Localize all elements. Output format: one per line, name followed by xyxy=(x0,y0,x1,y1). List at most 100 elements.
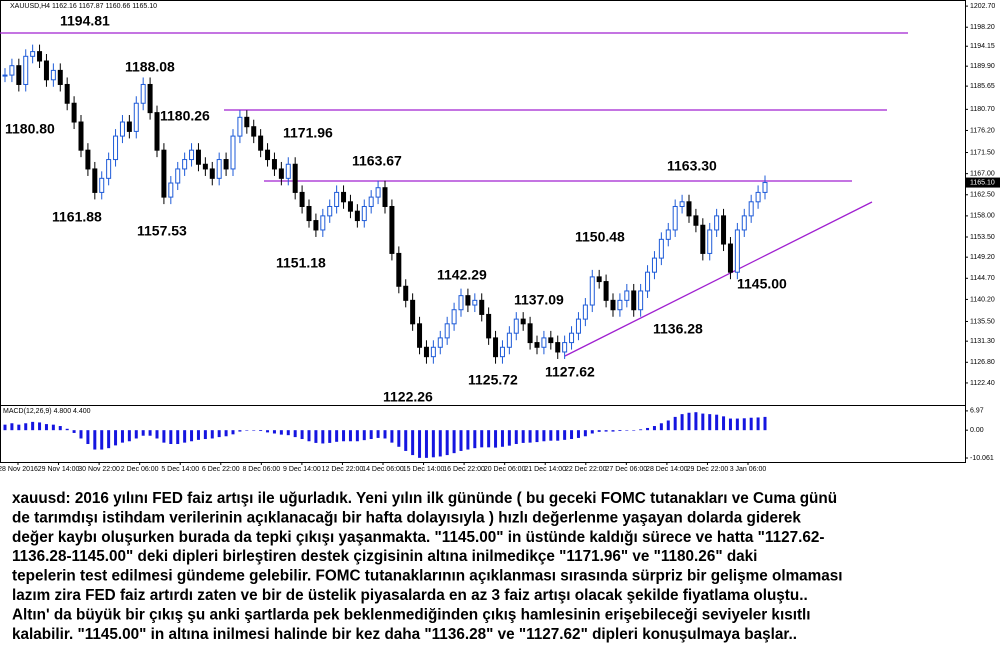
price-annotation: 1127.62 xyxy=(545,364,595,380)
candle-body xyxy=(727,243,733,273)
macd-bar xyxy=(141,430,145,436)
macd-bar xyxy=(418,430,422,458)
candle-body xyxy=(119,121,125,137)
candle-body xyxy=(230,135,236,170)
candle-body xyxy=(271,159,277,170)
macd-bar xyxy=(307,430,311,442)
macd-bar xyxy=(632,430,636,431)
macd-bar xyxy=(563,430,567,440)
macd-bar xyxy=(3,424,7,431)
price-annotation: 1142.29 xyxy=(437,267,487,283)
candle-body xyxy=(292,163,298,193)
macd-bar xyxy=(438,430,442,457)
candle-body xyxy=(755,191,761,203)
macd-bar xyxy=(611,430,615,432)
macd-bar xyxy=(335,430,339,442)
macd-bar xyxy=(625,430,629,431)
commentary-line: de tarımdışı istihdam verilerinin açıkla… xyxy=(12,509,801,526)
candle-body xyxy=(244,116,250,128)
macd-tick-label: 6.97 xyxy=(970,408,984,415)
candle-body xyxy=(486,313,492,339)
macd-bar xyxy=(355,430,359,442)
macd-bar xyxy=(390,430,394,443)
macd-bar xyxy=(293,430,297,438)
macd-bar xyxy=(259,430,263,432)
candle-body xyxy=(410,299,416,325)
macd-bar xyxy=(362,430,366,441)
last-price-box xyxy=(966,177,1000,188)
price-annotation: 1180.26 xyxy=(160,108,210,124)
candle-body xyxy=(382,187,388,207)
price-annotation: 1194.81 xyxy=(60,13,110,29)
candle-body xyxy=(417,323,423,348)
macd-tick-label: 0.00 xyxy=(970,427,984,434)
price-annotation: 1145.00 xyxy=(737,276,787,292)
macd-bar xyxy=(279,430,283,435)
price-annotation: 1125.72 xyxy=(468,372,518,388)
macd-bar xyxy=(217,430,221,438)
candle-body xyxy=(479,299,485,315)
macd-bar xyxy=(72,430,76,433)
price-annotation: 1136.28 xyxy=(653,321,703,337)
macd-bar xyxy=(708,414,712,431)
macd-bar xyxy=(397,430,401,447)
candle-body xyxy=(748,201,754,217)
x-tick-label: 29 Dec 22:00 xyxy=(687,466,729,473)
macd-bar xyxy=(749,417,753,431)
x-tick-label: 29 Nov 14:00 xyxy=(38,466,80,473)
macd-bar xyxy=(369,430,373,440)
x-tick-label: 3 Jan 06:00 xyxy=(730,466,767,473)
macd-bar xyxy=(687,412,691,431)
candle-body xyxy=(562,342,568,353)
macd-bar xyxy=(535,430,539,443)
candle-body xyxy=(285,163,291,179)
macd-bar xyxy=(86,430,90,445)
candle-body xyxy=(493,337,499,358)
candle-body xyxy=(92,168,98,193)
candle-body xyxy=(195,149,201,165)
candle-body xyxy=(589,276,595,306)
candle-body xyxy=(16,65,22,85)
price-annotation: 1122.26 xyxy=(383,389,433,405)
price-annotation: 1137.09 xyxy=(514,292,564,308)
macd-bar xyxy=(507,430,511,446)
candle-body xyxy=(555,342,561,353)
candle-body xyxy=(534,342,540,348)
macd-bar xyxy=(556,430,560,441)
macd-bar xyxy=(190,430,194,442)
macd-bar xyxy=(176,430,180,445)
macd-bar xyxy=(735,418,739,431)
commentary-line: değer kaybı oluşurken burada da tepki çı… xyxy=(12,529,824,546)
macd-bar xyxy=(549,430,553,441)
macd-bar xyxy=(459,430,463,451)
y-tick-label: 1153.50 xyxy=(970,234,995,241)
y-tick-label: 1162.50 xyxy=(970,192,995,199)
macd-bar xyxy=(756,417,760,431)
candle-body xyxy=(43,60,49,81)
x-tick-label: 30 Nov 22:00 xyxy=(78,466,120,473)
macd-bar xyxy=(51,424,55,431)
candle-body xyxy=(499,346,505,358)
candle-body xyxy=(106,159,112,179)
y-tick-label: 1198.20 xyxy=(970,24,995,31)
candle-body xyxy=(223,159,229,170)
candle-body xyxy=(575,318,581,334)
candle-body xyxy=(596,276,602,283)
candle-body xyxy=(403,285,409,301)
candle-body xyxy=(30,51,36,57)
candle-body xyxy=(762,182,768,193)
y-tick-label: 1194.15 xyxy=(970,43,995,50)
y-tick-label: 1140.20 xyxy=(970,296,995,303)
commentary-line: Altın' da büyük bir çıkış şu anki şartla… xyxy=(12,606,811,623)
support-trendline xyxy=(564,201,873,357)
price-annotation: 1171.96 xyxy=(283,125,333,141)
x-tick-label: 20 Dec 06:00 xyxy=(484,466,526,473)
x-tick-label: 8 Dec 06:00 xyxy=(242,466,280,473)
macd-bar xyxy=(411,430,415,456)
macd-bar xyxy=(466,430,470,450)
y-tick-label: 1122.40 xyxy=(970,380,995,387)
macd-bar xyxy=(266,430,270,433)
macd-bar xyxy=(169,430,173,445)
candle-body xyxy=(741,215,747,231)
